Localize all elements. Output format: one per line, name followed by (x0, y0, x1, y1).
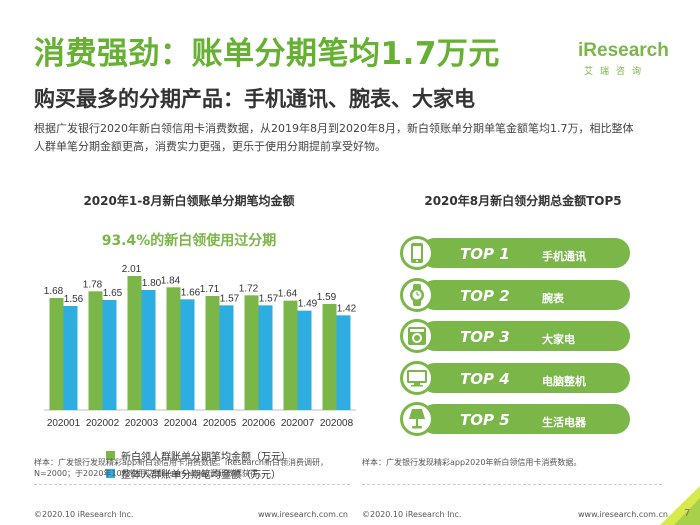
x-tick-label: 202001 (47, 418, 81, 429)
legend-label: 新白领人群账单分期笔均金额（万元） (121, 451, 291, 463)
x-tick-label: 202003 (125, 418, 159, 429)
source-note-left: 样本：广发银行发现精彩app新白领信用卡消费数据。iResearch新白领消费调… (34, 458, 328, 478)
top5-rank: TOP 1 (460, 245, 510, 263)
data-label-overall: 1.56 (64, 294, 84, 305)
footer-site-left: www.iresearch.com.cn (258, 510, 348, 519)
footer-divider-left (34, 484, 350, 485)
page-description: 根据广发银行2020年新白领信用卡消费数据，从2019年8月到2020年8月，新… (34, 122, 634, 153)
top5-bar (420, 404, 630, 434)
bar-white-collar (205, 296, 220, 410)
x-tick-label: 202002 (86, 418, 120, 429)
data-label-white-collar: 2.01 (122, 264, 142, 275)
top5-list: TOP 1 手机通讯 TOP 2 腕表 TOP 3 大家电 TOP 4 电脑整机… (400, 236, 630, 444)
data-label-white-collar: 1.68 (44, 286, 64, 297)
top5-item: TOP 1 手机通讯 (400, 236, 630, 270)
top5-item: TOP 2 腕表 (400, 277, 630, 312)
x-tick-label: 202005 (203, 418, 237, 429)
x-tick-label: 202006 (242, 418, 276, 429)
bar-white-collar (283, 300, 298, 410)
page-subtitle: 购买最多的分期产品：手机通讯、腕表、大家电 (34, 87, 475, 111)
data-label-white-collar: 1.64 (278, 289, 298, 300)
top5-rank: TOP 4 (460, 369, 510, 388)
left-chart-highlight: 93.4%的新白领使用过分期 (101, 233, 277, 249)
top5-name: 腕表 (542, 291, 564, 305)
lamp-icon (400, 402, 434, 436)
x-tick-label: 202008 (320, 418, 354, 429)
bar-overall (141, 290, 156, 410)
legend-swatch-blue (106, 468, 115, 478)
data-label-overall: 1.57 (259, 293, 279, 304)
data-label-overall: 1.80 (142, 278, 162, 289)
phone-icon (400, 236, 434, 270)
top5-name: 生活电器 (542, 416, 586, 429)
data-label-overall: 1.66 (181, 287, 201, 298)
bar-overall (180, 299, 195, 410)
data-label-white-collar: 1.78 (83, 279, 103, 290)
bar-white-collar (49, 298, 64, 410)
top5-rank: TOP 3 (460, 328, 510, 346)
bar-overall (336, 315, 351, 410)
watch-icon (400, 277, 434, 312)
bar-white-collar (127, 276, 142, 410)
top5-name: 电脑整机 (542, 374, 586, 388)
top5-name: 手机通讯 (542, 250, 586, 263)
footer-site-right: www.iresearch.com.cn (578, 510, 668, 519)
source-note-right: 样本：广发银行发现精彩app2020年新白领信用卡消费数据。 (362, 458, 582, 467)
bar-overall (258, 305, 273, 410)
bar-white-collar (244, 295, 259, 410)
data-label-white-collar: 1.72 (239, 283, 259, 294)
top5-bar (420, 362, 630, 393)
bar-overall (219, 305, 234, 410)
data-label-overall: 1.65 (103, 288, 123, 299)
top5-bar (420, 238, 630, 268)
iresearch-logo: iResearch 艾瑞咨询 (578, 40, 669, 82)
left-chart-title: 2020年1-8月新白领账单分期笔均金额 (83, 194, 295, 208)
data-label-white-collar: 1.59 (317, 292, 337, 303)
bar-white-collar (166, 287, 181, 410)
chart-legend: 新白领人群账单分期笔均金额（万元） 整体人群账单分期笔均金额（万元） (106, 446, 291, 482)
legend-swatch-green (106, 450, 115, 460)
footer-copyright-left: ©2020.10 iResearch Inc. (34, 510, 134, 519)
data-label-white-collar: 1.71 (200, 284, 220, 295)
washing-machine-icon (400, 319, 434, 353)
legend-item-white-collar: 新白领人群账单分期笔均金额（万元） (106, 446, 291, 464)
top5-name: 大家电 (542, 333, 575, 346)
page-number: 7 (684, 508, 691, 519)
top5-item: TOP 4 电脑整机 (400, 360, 630, 395)
monitor-icon (400, 360, 434, 395)
footer-divider-right (362, 484, 662, 485)
footer-copyright-right: ©2020.10 iResearch Inc. (362, 510, 462, 519)
bar-overall (63, 306, 78, 410)
top5-bar (420, 279, 630, 310)
corner-decoration (660, 486, 700, 525)
top5-rank: TOP 2 (460, 286, 510, 305)
top5-bar (420, 321, 630, 351)
bar-overall (102, 300, 117, 410)
logo-text: iResearch (578, 40, 669, 61)
top5-item: TOP 3 大家电 (400, 319, 630, 353)
right-chart-title: 2020年8月新白领分期总金额TOP5 (424, 194, 622, 208)
bar-white-collar (322, 304, 337, 410)
bar-overall (297, 310, 312, 410)
top5-item: TOP 5 生活电器 (400, 402, 630, 436)
legend-label: 整体人群账单分期笔均金额（万元） (121, 469, 281, 481)
data-label-overall: 1.57 (220, 293, 240, 304)
data-label-overall: 1.49 (298, 299, 318, 310)
x-tick-label: 202007 (281, 418, 315, 429)
logo-subtext: 艾瑞咨询 (584, 67, 649, 77)
top5-rank: TOP 5 (460, 411, 510, 429)
data-label-white-collar: 1.84 (161, 275, 181, 286)
legend-item-overall: 整体人群账单分期笔均金额（万元） (106, 464, 291, 482)
x-tick-label: 202004 (164, 418, 198, 429)
page-title: 消费强劲：账单分期笔均1.7万元 (34, 36, 500, 72)
data-label-overall: 1.42 (337, 303, 357, 314)
bar-white-collar (88, 291, 103, 410)
